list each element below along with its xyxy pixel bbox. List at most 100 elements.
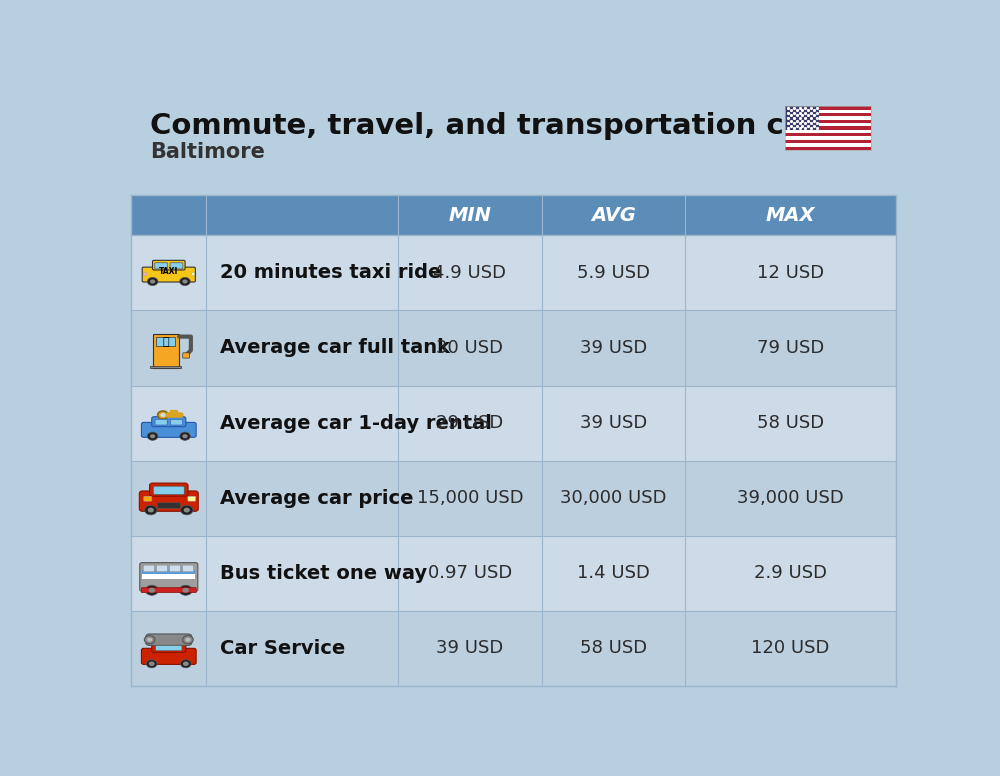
Circle shape <box>145 585 158 595</box>
FancyBboxPatch shape <box>141 422 196 438</box>
Circle shape <box>150 435 155 438</box>
FancyBboxPatch shape <box>169 565 181 572</box>
Bar <box>131 195 896 235</box>
FancyBboxPatch shape <box>155 419 167 425</box>
Bar <box>785 126 871 130</box>
FancyBboxPatch shape <box>153 260 185 270</box>
FancyBboxPatch shape <box>142 267 195 282</box>
FancyBboxPatch shape <box>143 272 146 275</box>
Circle shape <box>158 411 168 419</box>
Circle shape <box>183 636 193 644</box>
Text: Bus ticket one way: Bus ticket one way <box>220 563 427 583</box>
FancyBboxPatch shape <box>143 565 155 572</box>
Bar <box>785 137 871 140</box>
FancyBboxPatch shape <box>183 353 190 358</box>
Text: Commute, travel, and transportation costs: Commute, travel, and transportation cost… <box>150 113 852 140</box>
Bar <box>785 144 871 147</box>
Bar <box>785 130 871 133</box>
FancyBboxPatch shape <box>150 483 188 496</box>
Bar <box>131 310 896 386</box>
Text: MAX: MAX <box>766 206 815 224</box>
FancyBboxPatch shape <box>156 337 175 345</box>
Circle shape <box>150 279 155 283</box>
Bar <box>785 140 871 144</box>
Text: Baltimore: Baltimore <box>150 142 265 162</box>
Circle shape <box>160 413 166 417</box>
FancyBboxPatch shape <box>191 272 194 275</box>
Circle shape <box>183 661 189 666</box>
Text: Car Service: Car Service <box>220 639 346 658</box>
Circle shape <box>149 661 155 666</box>
Bar <box>131 461 896 535</box>
FancyBboxPatch shape <box>155 263 168 269</box>
Text: 4.9 USD: 4.9 USD <box>433 264 506 282</box>
Circle shape <box>148 508 154 512</box>
Text: 30 USD: 30 USD <box>436 339 503 357</box>
Text: AVG: AVG <box>591 206 636 224</box>
Circle shape <box>180 277 190 286</box>
FancyBboxPatch shape <box>156 646 182 651</box>
FancyBboxPatch shape <box>188 497 196 501</box>
Text: 120 USD: 120 USD <box>751 639 830 657</box>
FancyBboxPatch shape <box>182 565 194 572</box>
Text: 0.97 USD: 0.97 USD <box>428 564 512 582</box>
Text: 12 USD: 12 USD <box>757 264 824 282</box>
Bar <box>785 133 871 137</box>
Bar <box>131 386 896 461</box>
Bar <box>785 106 871 109</box>
FancyBboxPatch shape <box>153 334 179 369</box>
Bar <box>785 147 871 150</box>
FancyBboxPatch shape <box>156 565 168 572</box>
FancyBboxPatch shape <box>153 487 184 494</box>
FancyBboxPatch shape <box>170 419 183 425</box>
Bar <box>131 611 896 686</box>
Circle shape <box>184 508 190 512</box>
Circle shape <box>145 505 157 514</box>
Circle shape <box>180 432 190 440</box>
FancyBboxPatch shape <box>139 491 198 511</box>
Text: 39 USD: 39 USD <box>580 339 647 357</box>
Text: 5.9 USD: 5.9 USD <box>577 264 650 282</box>
Circle shape <box>146 660 157 668</box>
Circle shape <box>179 585 192 595</box>
FancyBboxPatch shape <box>142 574 195 579</box>
Circle shape <box>181 505 193 514</box>
Text: Average car 1-day rental: Average car 1-day rental <box>220 414 492 432</box>
FancyBboxPatch shape <box>144 497 152 501</box>
FancyBboxPatch shape <box>141 587 196 593</box>
Text: 58 USD: 58 USD <box>757 414 824 432</box>
Text: Average car full tank: Average car full tank <box>220 338 450 358</box>
Text: Average car price: Average car price <box>220 489 414 508</box>
Bar <box>785 123 871 126</box>
Text: TAXI: TAXI <box>159 267 178 276</box>
Text: 30,000 USD: 30,000 USD <box>560 489 666 508</box>
Text: 39 USD: 39 USD <box>580 414 647 432</box>
FancyBboxPatch shape <box>152 417 186 427</box>
Circle shape <box>144 636 155 644</box>
FancyBboxPatch shape <box>141 648 196 664</box>
Circle shape <box>147 277 158 286</box>
Circle shape <box>147 432 158 440</box>
Text: 29 USD: 29 USD <box>436 414 504 432</box>
Bar <box>785 116 871 120</box>
Bar <box>785 106 871 150</box>
Circle shape <box>185 638 191 642</box>
Text: 2.9 USD: 2.9 USD <box>754 564 827 582</box>
Circle shape <box>182 279 188 283</box>
Bar <box>785 113 871 116</box>
Bar <box>131 535 896 611</box>
Text: 79 USD: 79 USD <box>757 339 824 357</box>
FancyBboxPatch shape <box>150 365 181 369</box>
Text: 1.4 USD: 1.4 USD <box>577 564 650 582</box>
Circle shape <box>182 435 188 438</box>
Text: MIN: MIN <box>448 206 491 224</box>
FancyBboxPatch shape <box>140 563 198 591</box>
FancyBboxPatch shape <box>142 570 195 574</box>
FancyBboxPatch shape <box>157 503 180 508</box>
Bar <box>785 109 871 113</box>
Text: 39 USD: 39 USD <box>436 639 504 657</box>
Bar <box>785 120 871 123</box>
Text: 58 USD: 58 USD <box>580 639 647 657</box>
FancyBboxPatch shape <box>170 263 183 269</box>
Text: 💧: 💧 <box>163 337 169 347</box>
